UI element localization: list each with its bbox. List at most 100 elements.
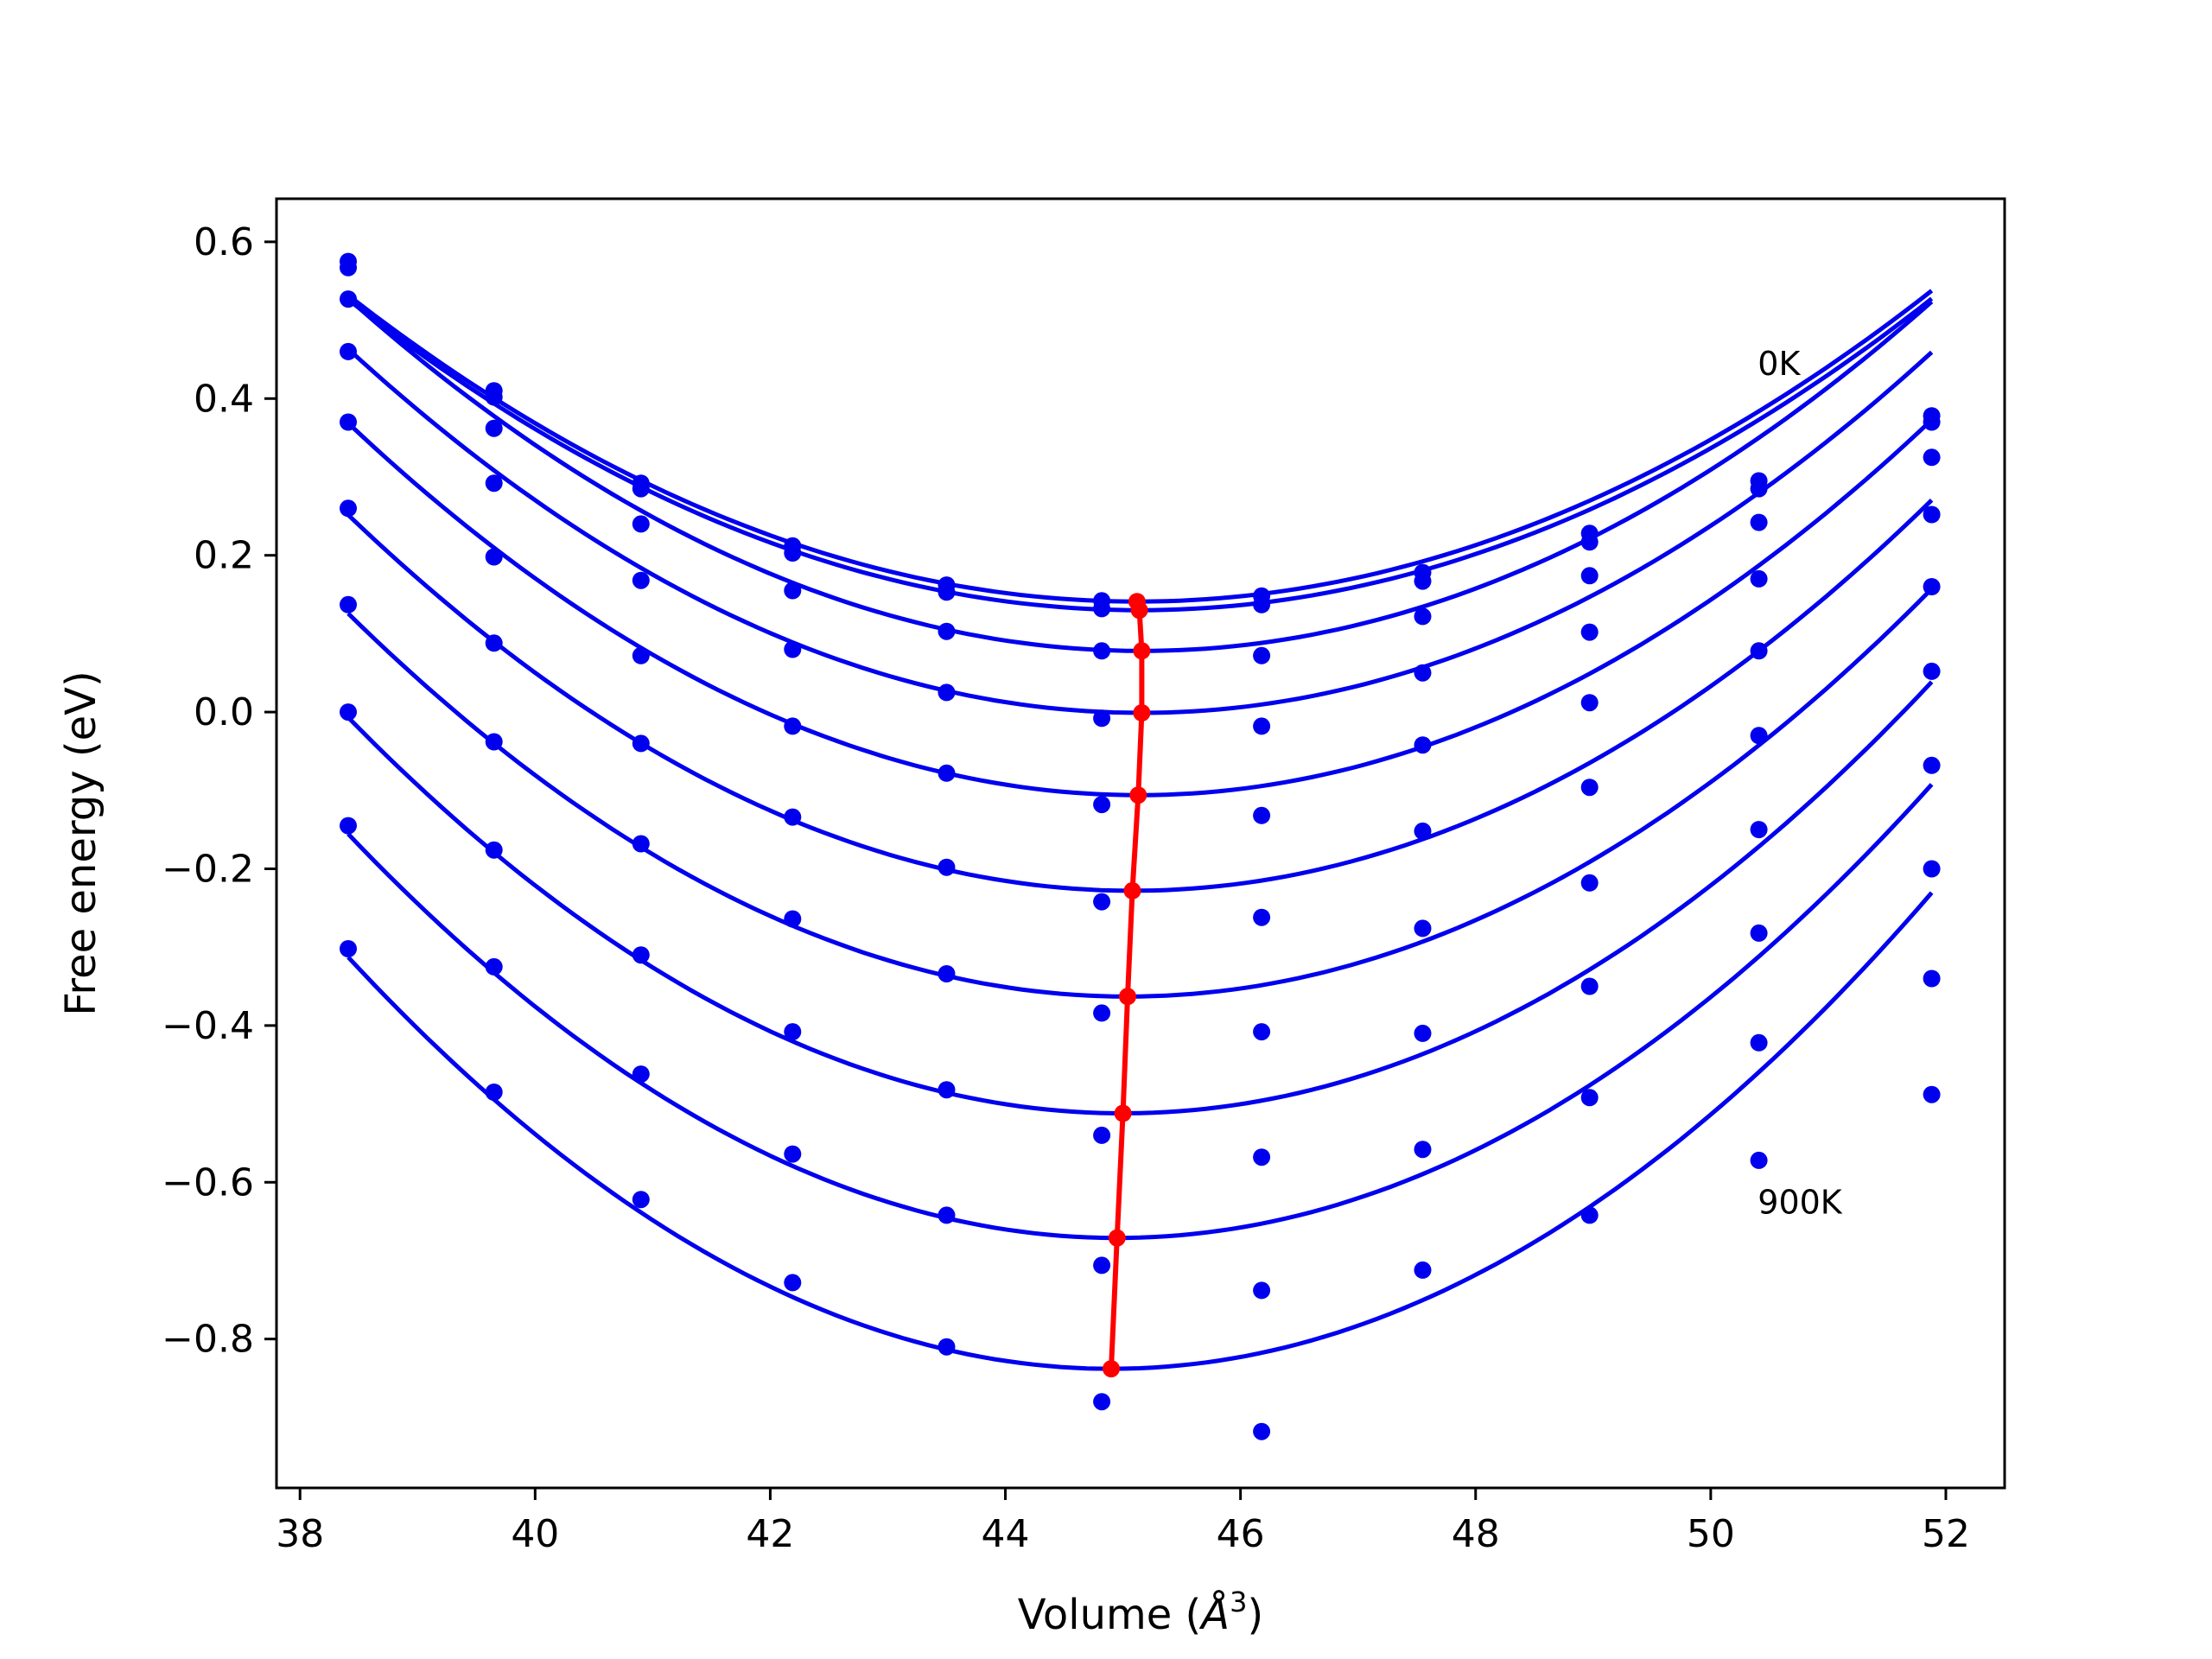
minimum-point-9	[1103, 1360, 1120, 1378]
x-tick-label-6: 50	[1687, 1512, 1735, 1556]
data-point-6-8	[1580, 874, 1599, 892]
fit-curves	[346, 289, 1934, 1371]
data-point-5-4	[938, 858, 956, 876]
data-point-7-5	[1093, 1126, 1111, 1144]
data-point-8-8	[1580, 1089, 1599, 1107]
data-point-6-4	[938, 965, 956, 982]
data-point-9-5	[1093, 1393, 1111, 1411]
data-point-2-1	[485, 419, 503, 437]
data-point-6-2	[632, 835, 650, 853]
data-point-9-0	[340, 940, 357, 957]
y-tick-label-2: −0.4	[162, 1004, 254, 1048]
data-point-9-10	[1923, 1085, 1941, 1103]
data-point-2-0	[340, 290, 357, 308]
data-point-8-6	[1253, 1281, 1271, 1300]
data-point-3-5	[1093, 709, 1111, 728]
data-point-6-6	[1253, 1023, 1271, 1041]
data-point-6-5	[1093, 1004, 1111, 1022]
data-point-4-7	[1414, 736, 1432, 754]
data-point-3-7	[1414, 664, 1432, 682]
minimum-point-4	[1129, 786, 1147, 804]
data-point-3-9	[1750, 569, 1768, 588]
data-point-4-1	[485, 548, 503, 566]
data-point-3-3	[784, 640, 802, 658]
data-point-5-7	[1414, 822, 1432, 840]
minimum-point-3	[1133, 704, 1151, 721]
y-tick-label-0: −0.8	[162, 1318, 254, 1362]
data-point-9-7	[1414, 1261, 1432, 1279]
data-point-6-0	[340, 595, 357, 613]
data-point-5-8	[1580, 779, 1599, 797]
minimum-point-5	[1123, 881, 1141, 899]
data-point-7-6	[1253, 1148, 1271, 1166]
minimum-point-7	[1114, 1104, 1132, 1122]
data-point-9-2	[632, 1191, 650, 1209]
minimum-point-6	[1119, 988, 1136, 1006]
data-point-1-8	[1580, 533, 1599, 551]
data-point-1-7	[1414, 572, 1432, 590]
data-point-4-6	[1253, 806, 1271, 824]
x-tick-label-5: 48	[1452, 1512, 1500, 1556]
data-point-5-5	[1093, 893, 1111, 911]
data-point-4-10	[1923, 578, 1941, 595]
data-point-8-10	[1923, 969, 1941, 988]
data-point-4-5	[1093, 796, 1111, 814]
x-tick-label-7: 52	[1922, 1512, 1970, 1556]
data-point-7-8	[1580, 977, 1599, 995]
x-axis-ticks: 38 40 42 44 46 48 50 52	[276, 1488, 1970, 1556]
data-point-5-10	[1923, 662, 1941, 680]
data-point-9-6	[1253, 1422, 1271, 1440]
data-point-5-3	[784, 808, 802, 826]
y-axis-ticks: −0.8 −0.6 −0.4 −0.2 0.0 0.2 0.4 0.6	[162, 220, 276, 1362]
data-point-5-0	[340, 499, 357, 518]
data-point-9-8	[1580, 1206, 1599, 1224]
data-point-5-2	[632, 734, 650, 753]
minimum-line	[1103, 593, 1151, 1378]
data-point-8-9	[1750, 1033, 1768, 1052]
data-point-3-1	[485, 474, 503, 493]
fit-curve-0	[346, 289, 1934, 604]
data-point-7-7	[1414, 1024, 1432, 1042]
data-point-2-4	[938, 622, 956, 640]
data-point-3-4	[938, 683, 956, 702]
data-point-1-6	[1253, 595, 1271, 613]
data-point-3-2	[632, 571, 650, 589]
data-point-8-0	[340, 817, 357, 835]
data-point-1-4	[938, 583, 956, 601]
data-point-1-3	[784, 544, 802, 562]
annotations: 0K 900K	[1758, 345, 1843, 1221]
x-tick-label-4: 46	[1217, 1512, 1265, 1556]
y-tick-label-6: 0.4	[194, 377, 254, 421]
data-point-9-9	[1750, 1151, 1768, 1169]
data-point-7-4	[938, 1081, 956, 1099]
data-point-2-3	[784, 582, 802, 600]
x-tick-label-1: 40	[511, 1512, 559, 1556]
fit-curve-7	[346, 680, 1934, 1116]
data-point-4-3	[784, 717, 802, 735]
y-tick-label-3: −0.2	[162, 847, 254, 891]
data-point-1-2	[632, 480, 650, 498]
data-point-7-0	[340, 703, 357, 721]
data-point-2-2	[632, 515, 650, 533]
annotation-0: 0K	[1758, 345, 1801, 383]
fit-curve-8	[346, 783, 1934, 1241]
data-point-8-1	[485, 957, 503, 976]
fit-curve-6	[346, 587, 1934, 999]
data-point-6-3	[784, 910, 802, 928]
data-point-6-1	[485, 733, 503, 751]
data-point-3-10	[1923, 505, 1941, 524]
data-point-6-10	[1923, 756, 1941, 774]
data-point-6-9	[1750, 821, 1768, 839]
minimum-point-1	[1130, 601, 1148, 620]
data-point-1-5	[1093, 600, 1111, 618]
data-point-2-8	[1580, 567, 1599, 585]
data-point-5-1	[485, 634, 503, 652]
data-point-8-5	[1093, 1256, 1111, 1274]
data-point-8-3	[784, 1145, 802, 1163]
data-point-1-1	[485, 388, 503, 406]
data-point-9-3	[784, 1274, 802, 1292]
y-tick-label-7: 0.6	[194, 220, 254, 264]
minimum-path	[1109, 601, 1145, 1370]
x-axis-label: Volume (Å3)	[1018, 1586, 1263, 1639]
